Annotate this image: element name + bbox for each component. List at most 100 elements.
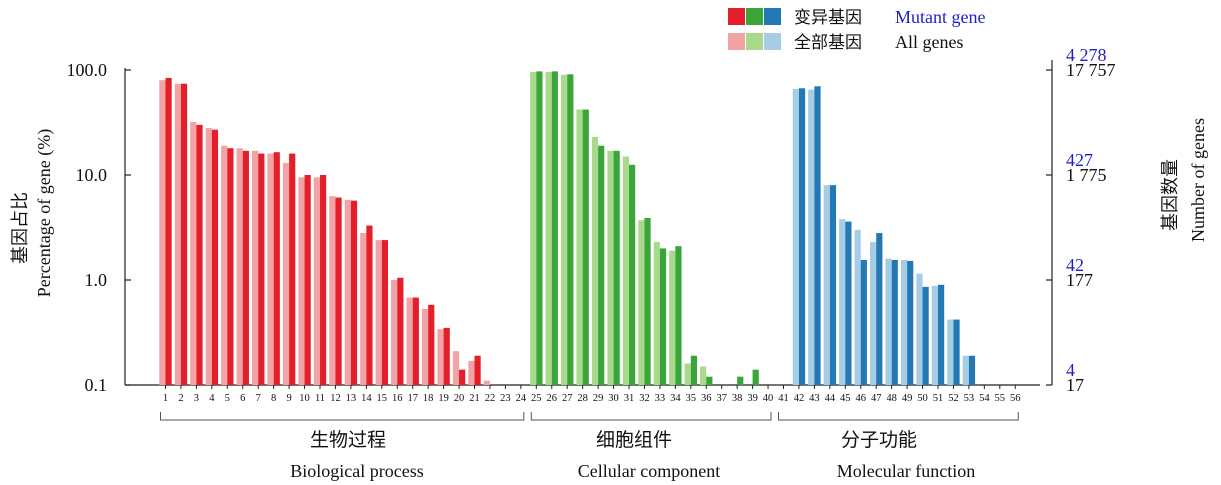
bar-all-genes-6 (236, 148, 243, 385)
legend-swatch-mf-mutant (764, 8, 781, 25)
x-tick-label: 12 (330, 393, 341, 404)
y2-tick-label-all: 177 (1066, 270, 1093, 290)
x-tick-label: 22 (485, 393, 496, 404)
bar-mutant-gene-20 (459, 369, 466, 385)
bar-mutant-gene-31 (629, 164, 636, 385)
bar-all-genes-13 (344, 199, 351, 385)
bar-mutant-gene-18 (428, 304, 435, 385)
bar-all-genes-7 (252, 150, 259, 385)
x-tick-label: 7 (256, 393, 261, 404)
bar-all-genes-47 (870, 242, 877, 385)
bar-mutant-gene-48 (891, 260, 898, 385)
bar-mutant-gene-12 (335, 197, 342, 385)
bar-all-genes-9 (282, 163, 290, 385)
bar-all-genes-11 (313, 177, 320, 385)
bar-all-genes-14 (360, 233, 367, 385)
legend-swatch-cc-mutant (746, 8, 763, 25)
x-tick-label: 3 (194, 393, 199, 404)
bar-all-genes-15 (375, 240, 382, 385)
bar-all-genes-28 (576, 109, 583, 385)
bar-all-genes-35 (684, 363, 691, 385)
y2-tick-label-all: 17 757 (1066, 60, 1116, 80)
bar-mutant-gene-8 (273, 152, 280, 385)
bar-mutant-gene-3 (196, 124, 203, 385)
bar-all-genes-36 (700, 366, 707, 385)
y2-tick-label-mutant: 42 (1066, 255, 1084, 275)
x-tick-label: 39 (747, 393, 758, 404)
y-axis-title-en: Percentage of gene (%) (34, 129, 55, 297)
x-tick-label: 34 (670, 393, 681, 404)
x-tick-label: 45 (840, 393, 851, 404)
y2-tick-label-all: 1 775 (1066, 165, 1107, 185)
x-tick-label: 11 (315, 393, 325, 404)
x-tick-label: 44 (825, 393, 836, 404)
bar-all-genes-25 (530, 71, 537, 386)
bar-all-genes-51 (931, 285, 938, 385)
x-tick-label: 42 (794, 393, 805, 404)
x-tick-label: 14 (361, 393, 372, 404)
y2-tick-label-mutant: 427 (1066, 150, 1093, 170)
x-tick-label: 20 (454, 393, 465, 404)
group-label-cc-cn: 细胞组件 (596, 429, 672, 451)
bar-all-genes-2 (174, 83, 181, 386)
legend-all-label-en: All genes (895, 32, 963, 52)
bar-all-genes-30 (607, 150, 614, 385)
bar-all-genes-8 (267, 153, 274, 385)
x-tick-label: 51 (933, 393, 944, 404)
bar-all-genes-27 (561, 74, 568, 385)
group-label-bp-cn: 生物过程 (310, 429, 386, 451)
y2-tick-label-mutant: 4 278 (1066, 45, 1107, 65)
x-tick-label: 38 (732, 393, 743, 404)
x-tick-label: 36 (701, 393, 712, 404)
x-tick-label: 35 (686, 393, 697, 404)
x-tick-label: 53 (964, 393, 975, 404)
x-tick-label: 1 (163, 393, 168, 404)
x-tick-label: 2 (178, 393, 183, 404)
bar-mutant-gene-11 (320, 175, 327, 385)
group-label-cc-en: Cellular component (578, 461, 720, 481)
bar-all-genes-17 (406, 297, 413, 385)
bar-all-genes-46 (854, 229, 861, 385)
bar-mutant-gene-42 (798, 88, 806, 385)
y-tick-label: 10.0 (76, 165, 108, 185)
bar-all-genes-44 (823, 185, 830, 385)
x-tick-label: 55 (995, 393, 1006, 404)
bar-all-genes-53 (962, 355, 969, 385)
bar-all-genes-22 (483, 380, 490, 385)
x-tick-label: 54 (979, 393, 990, 404)
y2-axis-title-en: Number of genes (1188, 118, 1208, 242)
bar-mutant-gene-13 (350, 200, 358, 385)
legend-swatch-bp-all (728, 33, 745, 50)
bar-mutant-gene-35 (690, 355, 697, 385)
bar-mutant-gene-27 (567, 74, 574, 385)
y-axis-title-cn: 基因占比 (10, 192, 31, 264)
legend-mutant-label-cn: 变异基因 (794, 8, 862, 28)
x-tick-label: 47 (871, 393, 882, 404)
x-tick-label: 8 (271, 393, 276, 404)
bar-mutant-gene-46 (860, 260, 867, 385)
bar-all-genes-16 (391, 280, 398, 385)
bar-mutant-gene-29 (598, 145, 605, 385)
y-tick-label: 1.0 (85, 270, 108, 290)
bar-all-genes-48 (885, 258, 892, 385)
x-tick-label: 19 (438, 393, 449, 404)
x-tick-label: 15 (377, 393, 388, 404)
x-tick-label: 6 (240, 393, 245, 404)
bar-mutant-gene-9 (289, 153, 296, 385)
x-tick-label: 49 (902, 393, 913, 404)
bar-mutant-gene-44 (829, 185, 837, 385)
bar-all-genes-43 (808, 89, 815, 385)
bar-mutant-gene-43 (814, 86, 821, 385)
legend-swatch-bp-mutant (728, 8, 745, 25)
x-tick-label: 37 (716, 393, 727, 404)
bar-all-genes-42 (792, 88, 799, 386)
x-tick-label: 17 (407, 393, 418, 404)
bar-mutant-gene-38 (737, 376, 744, 385)
group-label-mf-cn: 分子功能 (841, 429, 917, 451)
bar-all-genes-31 (622, 156, 629, 385)
legend-swatch-cc-all (746, 33, 763, 50)
group-bracket (530, 412, 772, 421)
bar-mutant-gene-36 (706, 376, 713, 385)
bar-mutant-gene-26 (551, 71, 558, 385)
bar-mutant-gene-1 (165, 77, 172, 385)
